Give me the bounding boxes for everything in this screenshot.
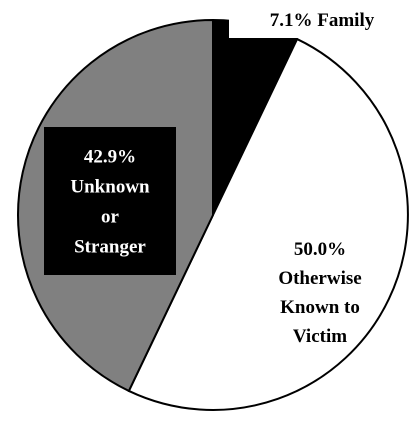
pie-label-line-unknown-or-stranger: 42.9% xyxy=(84,147,136,168)
pie-label-line-family: 7.1% Family xyxy=(270,10,375,31)
pie-label-family: 7.1% Family xyxy=(229,4,415,38)
pie-label-line-unknown-or-stranger: Unknown xyxy=(70,177,150,198)
pie-label-line-otherwise-known-to-victim: Victim xyxy=(293,326,347,347)
pie-labels: 7.1% Family 50.0% Otherwise Known to Victim 4… xyxy=(44,4,415,347)
pie-label-box-unknown-or-stranger xyxy=(44,127,176,275)
pie-label-unknown-or-stranger: 42.9% Unknown or Stranger xyxy=(44,127,176,275)
pie-label-line-unknown-or-stranger: or xyxy=(101,207,120,228)
pie-label-line-unknown-or-stranger: Stranger xyxy=(74,237,146,258)
pie-label-box-family xyxy=(229,4,415,38)
pie-slice-otherwise-known-to-victim xyxy=(127,37,410,411)
pie-label-line-otherwise-known-to-victim: Otherwise xyxy=(278,268,361,289)
pie-label-line-otherwise-known-to-victim: Known to xyxy=(280,297,360,318)
pie-label-line-otherwise-known-to-victim: 50.0% xyxy=(294,239,346,260)
pie-label-otherwise-known-to-victim: 50.0% Otherwise Known to Victim xyxy=(278,239,361,347)
